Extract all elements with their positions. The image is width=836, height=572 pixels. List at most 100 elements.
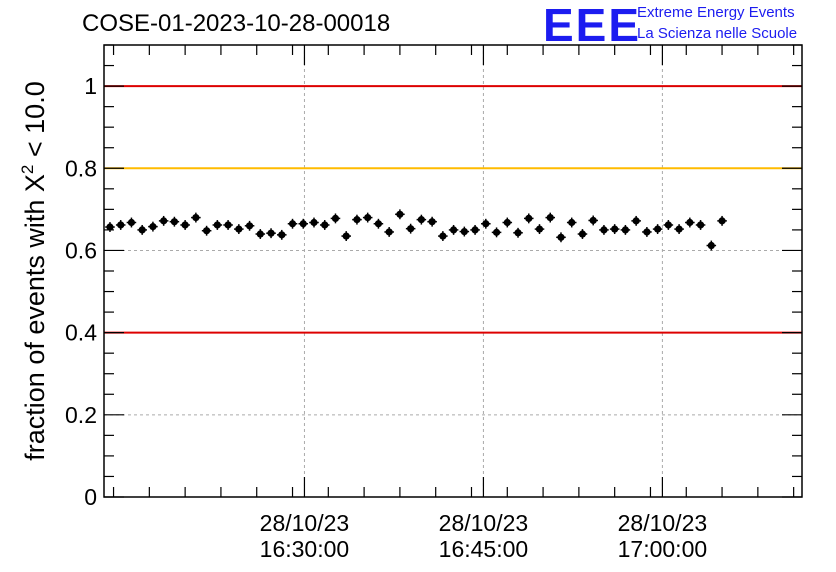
data-point xyxy=(717,215,727,226)
data-point-marker xyxy=(428,218,436,226)
data-point xyxy=(298,218,309,229)
tick-labels: 00.20.40.60.8128/10/2316:30:0028/10/2316… xyxy=(65,73,707,562)
data-point-marker xyxy=(160,217,168,225)
data-point-marker xyxy=(192,213,200,222)
y-tick-label: 0.8 xyxy=(65,155,97,181)
data-point-marker xyxy=(654,225,662,233)
data-point xyxy=(545,212,556,223)
data-point xyxy=(620,224,631,235)
data-point xyxy=(405,223,416,234)
data-point-marker xyxy=(675,225,683,233)
y-tick-label: 0.6 xyxy=(65,237,97,263)
data-point xyxy=(201,225,212,236)
data-point xyxy=(556,232,566,243)
data-point-marker xyxy=(707,241,715,250)
y-tick-label: 0 xyxy=(84,484,97,510)
data-point xyxy=(395,209,405,220)
plot-frame xyxy=(103,44,803,498)
grid xyxy=(104,45,802,498)
x-tick-label-date: 28/10/23 xyxy=(618,510,708,536)
data-point-marker xyxy=(611,225,619,233)
data-point xyxy=(652,224,663,235)
y-axis-label: fraction of events with X2 < 10.0 xyxy=(18,81,50,460)
data-point-marker xyxy=(696,221,705,229)
data-point xyxy=(309,217,319,228)
data-point-marker xyxy=(492,228,501,236)
data-point-marker xyxy=(482,220,490,228)
data-point-marker xyxy=(235,225,243,233)
data-point xyxy=(513,227,523,238)
x-tick-label-time: 16:45:00 xyxy=(439,536,529,562)
data-point-marker xyxy=(374,220,383,228)
data-point-marker xyxy=(525,214,533,223)
data-point-marker xyxy=(439,232,447,240)
data-point-marker xyxy=(643,228,651,236)
data-point xyxy=(631,215,641,226)
data-point-marker xyxy=(224,221,232,229)
data-point xyxy=(609,224,620,235)
data-point-marker xyxy=(181,221,189,229)
data-point-marker xyxy=(557,233,565,241)
data-point xyxy=(180,220,190,230)
data-point xyxy=(427,216,437,227)
y-axis-label-symbol: X xyxy=(20,174,50,192)
data-point-marker xyxy=(364,213,372,222)
data-point-marker xyxy=(632,217,640,225)
data-point xyxy=(234,224,244,235)
data-point xyxy=(470,224,480,235)
logo-caption-line1: Extreme Energy Events xyxy=(637,4,795,21)
data-point xyxy=(319,220,330,230)
data-point xyxy=(566,217,577,228)
data-point xyxy=(352,214,362,225)
data-point xyxy=(695,220,706,230)
data-point xyxy=(459,226,470,237)
data-point xyxy=(448,224,459,235)
data-point xyxy=(674,224,684,235)
data-point-marker xyxy=(331,214,340,223)
y-axis-label-suffix: < 10.0 xyxy=(20,81,50,164)
reference-lines xyxy=(104,85,802,334)
data-point xyxy=(148,221,158,232)
data-point xyxy=(491,227,502,238)
data-point-marker xyxy=(203,227,211,235)
data-point-marker xyxy=(546,213,554,222)
data-point xyxy=(373,218,384,229)
data-point xyxy=(642,227,652,237)
data-point-marker xyxy=(686,218,694,227)
data-point xyxy=(706,240,717,251)
data-point-marker xyxy=(449,226,458,234)
data-point xyxy=(502,217,513,228)
data-point xyxy=(685,217,695,228)
data-point-marker xyxy=(299,220,307,228)
data-point-marker xyxy=(106,223,114,231)
data-point xyxy=(158,215,169,226)
data-point-marker xyxy=(600,226,608,234)
data-point xyxy=(137,224,147,235)
y-tick-label: 0.2 xyxy=(65,402,97,428)
data-point xyxy=(212,220,223,230)
data-point xyxy=(105,222,115,232)
data-point-marker xyxy=(138,226,146,234)
data-point-marker xyxy=(267,229,275,237)
eee-logo: EEE xyxy=(543,0,642,51)
data-point-marker xyxy=(127,218,136,227)
data-point xyxy=(588,215,598,226)
data-point-marker xyxy=(460,227,468,236)
data-point-marker xyxy=(149,223,157,231)
data-point-marker xyxy=(621,226,630,234)
data-point-marker xyxy=(503,218,511,227)
data-point xyxy=(266,228,276,239)
data-point xyxy=(244,220,255,231)
data-point-marker xyxy=(471,226,479,234)
data-point xyxy=(481,218,491,229)
data-point-marker xyxy=(353,216,361,224)
data-point xyxy=(169,216,180,227)
data-point-marker xyxy=(342,232,350,240)
data-point xyxy=(577,229,588,239)
data-point xyxy=(663,220,674,230)
data-points xyxy=(105,209,727,251)
data-point-marker xyxy=(170,218,178,226)
data-point-marker xyxy=(321,221,329,229)
data-point-marker xyxy=(288,220,297,228)
